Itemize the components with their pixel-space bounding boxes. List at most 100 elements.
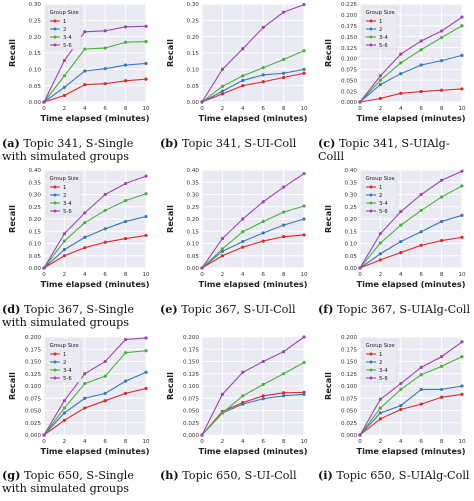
series-line-1 [43,234,147,269]
caption-c: (c) Topic 341, S-UIAlg-Colll [318,136,472,164]
y-axis-label: Recall [165,372,175,400]
data-point-2 [440,59,444,63]
legend-box [362,339,398,383]
x-tick-label: 0 [358,272,362,278]
data-point-5-6 [83,211,87,215]
series-line-2 [359,385,463,436]
caption-d: (d) Topic 367, S-Single with simulated g… [2,302,156,330]
legend-marker [369,368,373,372]
y-tick-label: 0.050 [183,409,199,415]
series-line-5-6 [359,16,463,103]
x-tick-label: 4 [83,439,87,445]
y-tick-label: 0.25 [29,19,42,25]
data-point-5-6 [200,433,204,437]
caption-label: (c) [318,136,336,150]
data-point-5-6 [103,29,107,33]
data-point-3-4 [378,78,382,82]
data-point-2 [241,78,245,83]
data-point-1 [282,391,286,395]
data-point-2 [144,61,148,66]
y-tick-label: 0.15 [187,51,200,57]
data-point-2 [62,411,66,415]
x-tick-label: 10 [300,106,308,112]
caption-text: Topic 367, S-Single with simulated group… [2,303,134,329]
legend-title: Group Size [50,343,80,349]
data-point-5-6 [460,169,464,173]
data-point-1 [460,392,464,396]
data-point-1 [460,87,464,91]
data-point-3-4 [302,49,306,53]
y-tick-label: 0.35 [29,180,42,186]
data-point-5-6 [261,25,265,30]
legend-entry: 2 [63,360,66,366]
data-point-1 [124,237,128,241]
data-point-2 [124,379,128,383]
x-axis-label: Time elapsed (minutes) [198,446,307,456]
caption-label: (d) [2,302,21,316]
series-line-5-6 [201,4,305,103]
data-point-5-6 [124,337,128,342]
data-point-1 [220,92,224,96]
caption-label: (b) [160,136,179,150]
y-tick-label: 0.25 [345,205,358,211]
data-point-5-6 [358,433,362,437]
data-point-1 [83,406,87,410]
x-tick-label: 8 [124,439,128,445]
y-tick-label: 0.125 [25,372,41,378]
series-line-5-6 [201,336,305,436]
legend-box [46,339,82,383]
y-tick-label: 0.05 [345,254,358,260]
y-tick-label: 0.15 [187,229,200,235]
caption-e: (e) Topic 367, S-UI-Coll [160,303,314,317]
legend-marker [369,35,373,39]
data-point-2 [440,219,444,224]
y-tick-label: 0.00 [187,266,200,272]
data-point-2 [460,213,464,217]
series-line-3-4 [359,25,463,103]
legend-box [362,6,398,50]
y-tick-label: 0.40 [187,168,200,174]
y-tick-label: 0.000 [25,433,41,439]
data-point-5-6 [419,365,423,369]
legend-entry: 3-4 [63,35,72,41]
data-point-3-4 [378,241,382,245]
legend-entry: 3-4 [379,368,388,374]
series-line-3-4 [43,41,147,103]
data-point-2 [419,63,423,67]
data-point-3-4 [460,184,464,188]
legend-marker [53,35,57,39]
y-tick-label: 0.10 [345,242,358,248]
series-line-1 [359,236,463,269]
legend-box [46,172,82,216]
data-point-5-6 [124,181,128,186]
data-point-2 [261,73,265,77]
x-tick-label: 10 [458,272,466,278]
data-point-5-6 [261,359,265,364]
data-point-5-6 [302,335,306,339]
y-tick-label: 0.00 [29,266,42,272]
data-point-1 [62,254,66,258]
y-tick-label: 0.25 [187,19,200,25]
legend-marker [53,368,57,372]
legend: Group Size 1 2 3-4 5-6 [362,172,398,216]
y-tick-label: 0.100 [25,384,41,390]
data-point-5-6 [62,399,66,403]
series-line-2 [201,218,305,269]
data-point-2 [83,69,87,73]
data-point-1 [103,82,107,86]
series-line-5-6 [359,341,463,436]
y-tick-label: 0.075 [183,396,199,402]
series-line-2 [43,216,147,269]
legend-marker [53,193,57,197]
data-point-2 [399,239,403,244]
x-tick-label: 4 [399,106,403,112]
caption-label: (f) [318,302,334,316]
legend-marker [53,201,57,205]
y-tick-label: 0.175 [25,347,41,353]
data-point-3-4 [399,387,403,392]
data-point-3-4 [440,195,444,199]
data-point-3-4 [144,192,148,196]
x-tick-label: 6 [261,272,265,278]
y-tick-label: 0.150 [25,360,41,366]
legend-marker [53,19,57,23]
